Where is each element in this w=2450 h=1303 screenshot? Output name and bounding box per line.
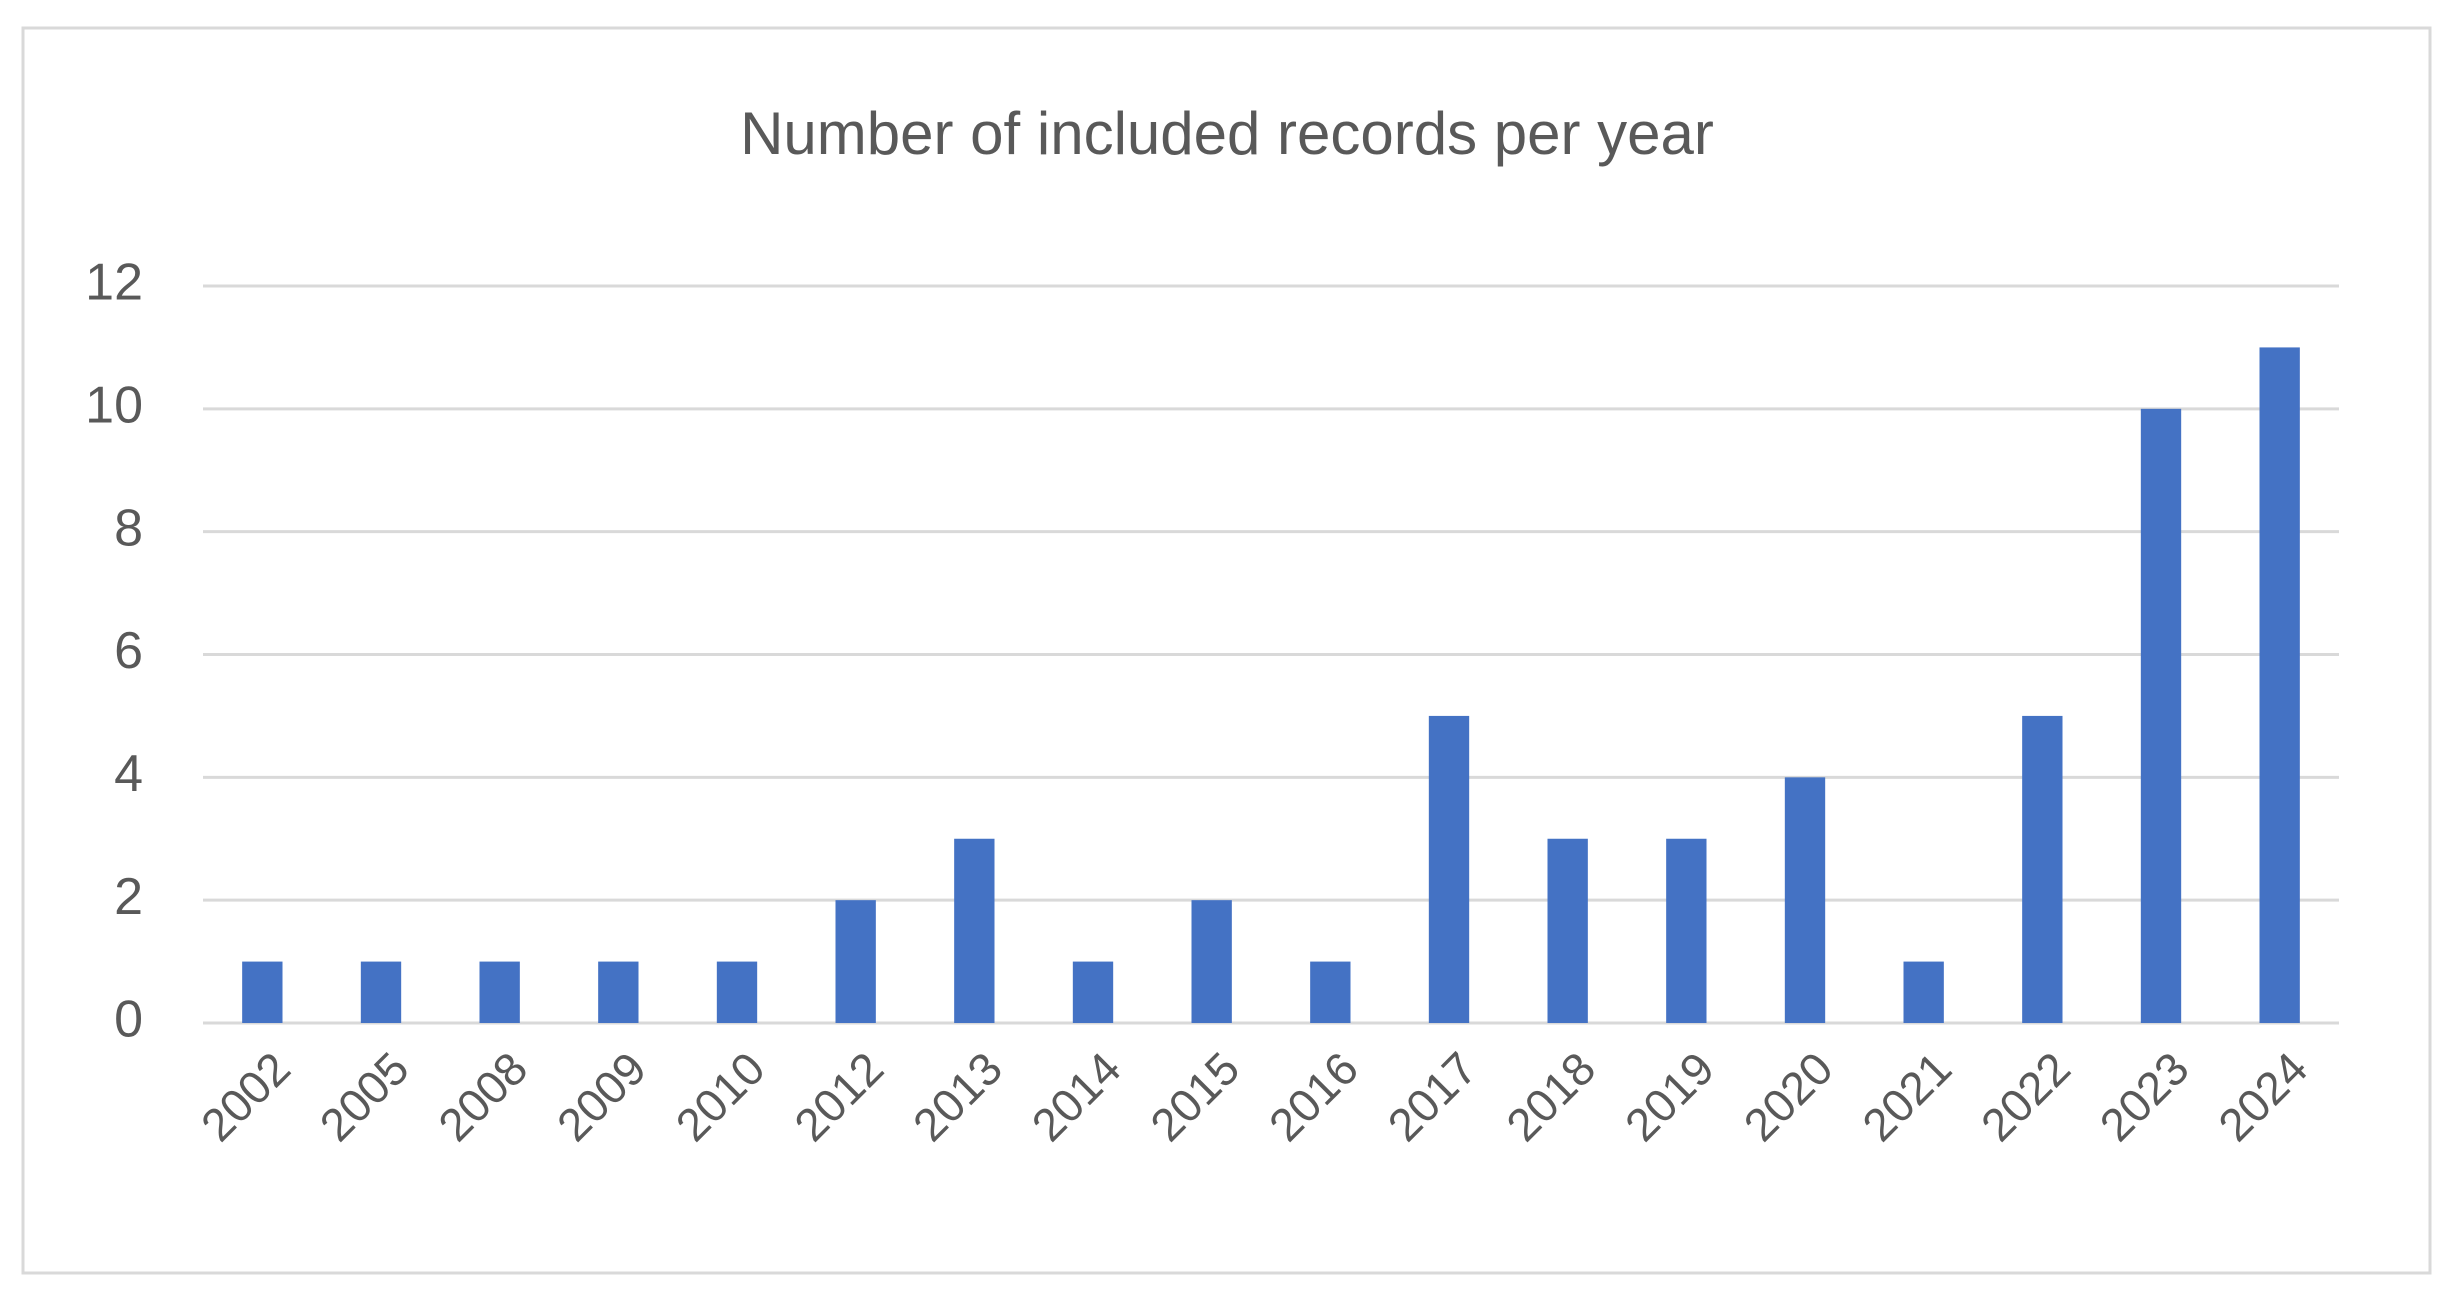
bar xyxy=(242,961,283,1023)
bar xyxy=(2022,715,2063,1023)
bar xyxy=(1072,961,1114,1023)
bar xyxy=(479,961,520,1023)
y-tick-label: 6 xyxy=(114,622,143,680)
chart-border xyxy=(21,26,2432,1275)
bar xyxy=(1903,961,1944,1023)
bar xyxy=(1666,838,1707,1023)
bar xyxy=(2140,408,2182,1023)
bar xyxy=(835,900,876,1023)
bar xyxy=(1784,777,1826,1023)
bar xyxy=(1191,900,1232,1023)
y-tick-label: 12 xyxy=(85,254,143,312)
y-tick-label: 2 xyxy=(114,868,143,926)
y-tick-label: 4 xyxy=(114,745,143,803)
bar xyxy=(716,961,758,1023)
y-tick-label: 10 xyxy=(85,377,143,435)
bar xyxy=(1428,715,1470,1023)
bar xyxy=(1547,838,1588,1023)
chart-title: Number of included records per year xyxy=(740,100,1714,167)
bar xyxy=(598,961,639,1023)
bar xyxy=(954,838,995,1023)
y-tick-label: 0 xyxy=(114,991,143,1049)
bar xyxy=(1310,961,1351,1023)
y-tick-label: 8 xyxy=(114,499,143,557)
bar xyxy=(360,961,402,1023)
bar xyxy=(2259,347,2300,1024)
